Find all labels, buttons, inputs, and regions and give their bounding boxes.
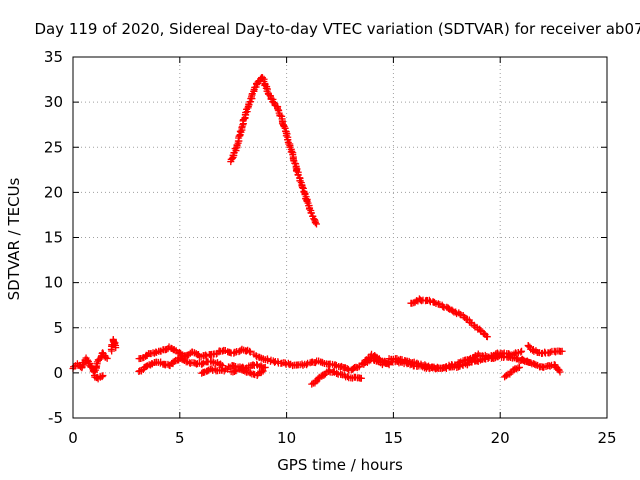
data-point xyxy=(242,109,250,117)
data-point xyxy=(98,373,106,381)
grid-lines xyxy=(73,57,607,418)
y-tick-label: -5 xyxy=(48,409,63,427)
data-point xyxy=(503,371,511,379)
x-tick-label: 25 xyxy=(597,429,616,447)
data-point xyxy=(413,359,421,367)
data-point xyxy=(474,350,482,358)
y-tick-label: 35 xyxy=(44,48,63,66)
data-point xyxy=(518,355,526,363)
data-point xyxy=(257,368,265,376)
data-point xyxy=(246,369,254,377)
data-point xyxy=(518,347,526,355)
data-point xyxy=(271,358,279,366)
series-markers xyxy=(69,73,566,388)
data-point xyxy=(425,296,433,304)
data-point xyxy=(236,127,244,135)
data-point xyxy=(515,363,523,371)
data-point xyxy=(233,141,241,149)
chart-title: Day 119 of 2020, Sidereal Day-to-day VTE… xyxy=(34,20,640,38)
data-point xyxy=(483,333,491,341)
data-point xyxy=(308,380,316,388)
x-tick-label: 15 xyxy=(384,429,403,447)
data-point xyxy=(305,205,313,213)
data-point xyxy=(293,167,301,175)
data-point xyxy=(96,355,104,363)
data-point xyxy=(259,367,267,375)
data-point xyxy=(344,373,352,381)
data-point xyxy=(313,220,321,228)
data-point xyxy=(425,362,433,370)
data-point xyxy=(198,360,206,368)
data-point xyxy=(333,369,341,377)
data-point xyxy=(102,353,110,361)
data-series xyxy=(69,73,566,388)
data-point xyxy=(246,347,254,355)
data-point xyxy=(517,348,525,356)
data-point xyxy=(512,365,520,373)
data-point xyxy=(360,360,368,368)
data-point xyxy=(261,363,269,371)
data-point xyxy=(111,340,119,348)
y-axis-label: SDTVAR / TECUs xyxy=(5,177,23,300)
data-point xyxy=(311,219,319,227)
data-point xyxy=(246,348,254,356)
x-axis-label: GPS time / hours xyxy=(277,456,403,474)
data-point xyxy=(434,300,442,308)
x-tick-label: 10 xyxy=(277,429,296,447)
data-point xyxy=(99,372,107,380)
data-point xyxy=(298,184,306,192)
data-point xyxy=(546,362,554,370)
x-tick-label: 0 xyxy=(68,429,78,447)
y-tick-label: 0 xyxy=(53,364,63,382)
data-point xyxy=(228,155,236,163)
data-point xyxy=(282,132,290,140)
x-tick-label: 5 xyxy=(175,429,185,447)
data-point xyxy=(241,367,249,375)
y-tick-label: 15 xyxy=(44,229,63,247)
x-tick-label: 20 xyxy=(491,429,510,447)
data-point xyxy=(556,368,564,376)
data-point xyxy=(490,354,498,362)
y-tick-label: 5 xyxy=(53,319,63,337)
data-point xyxy=(357,374,365,382)
data-point xyxy=(385,361,393,369)
data-point xyxy=(254,370,262,378)
data-point xyxy=(256,353,264,361)
data-point xyxy=(181,357,189,365)
y-tick-label: 10 xyxy=(44,274,63,292)
data-point xyxy=(259,74,267,82)
data-point xyxy=(303,197,311,205)
axis-ticks: 0 5 10 15 20 25 -5 0 5 10 15 20 25 30 35 xyxy=(44,48,617,447)
y-tick-label: 20 xyxy=(44,183,63,201)
y-tick-label: 25 xyxy=(44,138,63,156)
data-point xyxy=(558,347,566,355)
data-point xyxy=(430,298,438,306)
data-point xyxy=(103,354,111,362)
data-point xyxy=(112,344,120,352)
y-tick-label: 30 xyxy=(44,93,63,111)
data-point xyxy=(296,177,304,185)
